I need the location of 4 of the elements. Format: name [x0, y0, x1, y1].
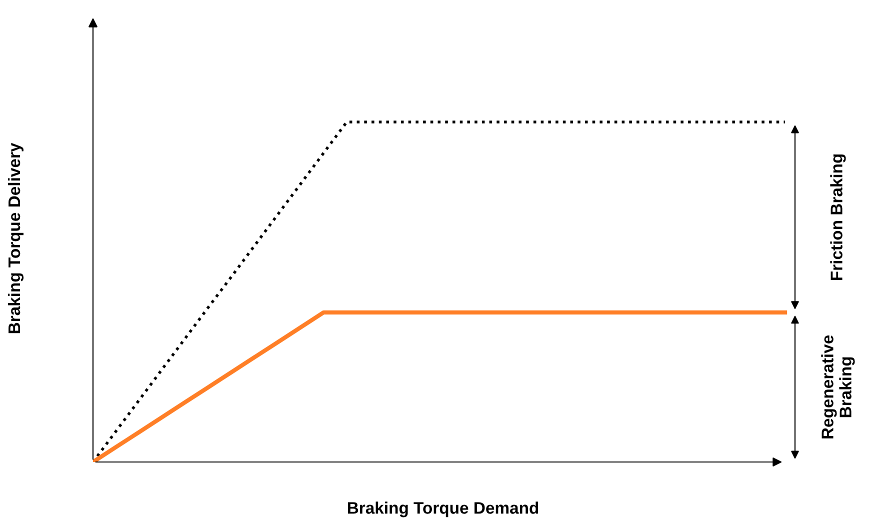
text: Friction Braking: [830, 154, 846, 280]
y-axis-title: Braking Torque Delivery: [8, 142, 24, 334]
x-axis-title: Braking Torque Demand: [348, 502, 538, 518]
text: Regenerative Braking: [821, 335, 855, 438]
